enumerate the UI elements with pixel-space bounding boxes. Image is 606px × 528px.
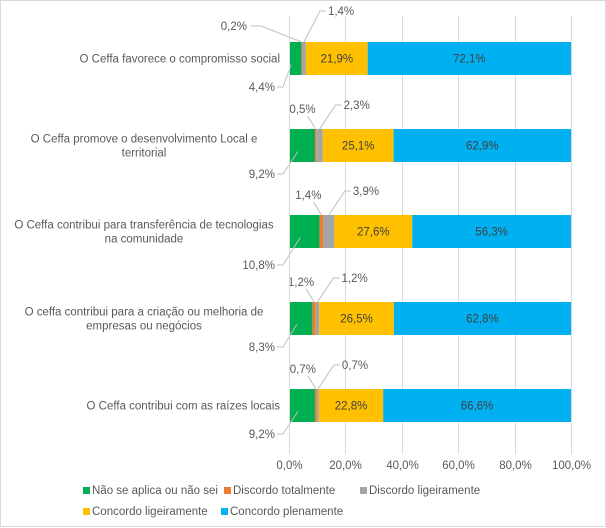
data-label: 62,8% [466, 314, 499, 326]
category-label: O Ceffa contribui com as raízes locais [87, 401, 281, 413]
leader-line [307, 115, 317, 130]
legend-swatch-concordo-ligeiramente [83, 508, 90, 515]
bar-segment [322, 129, 394, 162]
legend-item-discordo-ligeiramente: Discordo ligeiramente [359, 484, 481, 497]
bar-segment [393, 302, 571, 335]
category-label: O Ceffa contribui para transferência de … [14, 220, 274, 232]
category-label: empresas ou negócios [86, 321, 202, 333]
data-label: 56,3% [475, 227, 508, 239]
leader-line [307, 375, 317, 390]
legend-label-concordo-ligeiramente: Concordo ligeiramente [92, 505, 208, 518]
legend-row-2: Concordo ligeiramente Concordo plenament… [83, 501, 533, 522]
bar-segment [315, 302, 320, 335]
bar-segment [367, 42, 571, 75]
bar-segment [393, 129, 571, 162]
data-label: 66,6% [461, 401, 494, 413]
x-tick-label: 80,0% [499, 460, 532, 472]
bar-segment [319, 302, 394, 335]
data-label: 4,4% [249, 82, 275, 94]
bar-segment [316, 129, 323, 162]
data-label: 1,4% [328, 6, 354, 18]
leader-line [277, 411, 299, 435]
data-label: 0,7% [342, 360, 368, 372]
category-label: territorial [122, 148, 167, 160]
bar-segment [318, 389, 384, 422]
legend-item-concordo-ligeiramente: Concordo ligeiramente [83, 506, 215, 518]
category-label: O Ceffa favorece o compromisso social [80, 54, 280, 66]
bar-segment [314, 129, 317, 162]
bar-segment [301, 42, 303, 75]
data-label: 1,2% [341, 273, 367, 285]
data-label: 2,3% [344, 100, 370, 112]
data-label: 0,7% [290, 364, 316, 376]
legend-swatch-discordo-ligeiramente [359, 487, 367, 494]
legend-label-nao-se-aplica: Não se aplica ou não sei [92, 484, 218, 497]
legend-label-concordo-plenamente: Concordo plenamente [230, 505, 344, 518]
bar-segment [323, 215, 335, 248]
bar-segment [289, 42, 302, 75]
bar-segment [334, 215, 413, 248]
leader-line [319, 104, 342, 130]
leader-line [251, 25, 302, 43]
data-label: 62,9% [466, 141, 499, 153]
legend-swatch-nao-se-aplica [83, 487, 90, 494]
category-label: O ceffa contribui para a criação ou melh… [25, 307, 264, 319]
legend-label-discordo-ligeiramente: Discordo ligeiramente [368, 484, 481, 497]
legend-swatch-discordo-totalmente [223, 487, 231, 494]
leader-line [277, 151, 299, 175]
x-tick-label: 0,0% [276, 460, 302, 472]
x-tick-label: 60,0% [442, 460, 475, 472]
data-label: 9,2% [249, 169, 275, 181]
bar-segment [289, 389, 315, 422]
leader-line [313, 201, 322, 216]
leader-line [277, 324, 298, 348]
data-label: 3,9% [353, 186, 379, 198]
data-label: 8,3% [249, 342, 275, 354]
legend-label-discordo-totalmente: Discordo totalmente [232, 484, 336, 497]
category-label: O Ceffa promove o desenvolvimento Local … [31, 134, 258, 146]
legend-swatch-concordo-plenamente [221, 508, 228, 515]
legend-item-discordo-totalmente: Discordo totalmente [223, 484, 354, 497]
data-label: 72,1% [453, 54, 486, 66]
bar-segment [383, 389, 571, 422]
bar-segment [314, 389, 317, 422]
leader-line [317, 364, 340, 390]
legend-item-concordo-plenamente: Concordo plenamente [221, 506, 343, 518]
leader-line [303, 10, 326, 43]
bar-segment [289, 215, 320, 248]
bar-segment [305, 42, 368, 75]
leader-line [277, 237, 301, 266]
leader-line [328, 190, 351, 216]
category-label: na comunidade [105, 234, 184, 246]
data-label: 9,2% [249, 429, 275, 441]
data-label: 27,6% [357, 227, 390, 239]
leader-line [305, 288, 315, 303]
data-label: 10,8% [242, 260, 275, 272]
data-label: 1,4% [295, 190, 321, 202]
data-label: 1,2% [288, 277, 314, 289]
bar-segment [312, 302, 316, 335]
bar-segment [301, 42, 306, 75]
bar-segment [319, 215, 324, 248]
legend: Não se aplica ou não sei Discordo totalm… [83, 480, 533, 522]
x-tick-label: 40,0% [386, 460, 419, 472]
leader-line [277, 64, 292, 88]
data-label: 22,8% [335, 401, 368, 413]
bar-segment [412, 215, 571, 248]
bar-segment [289, 129, 315, 162]
data-label: 0,5% [289, 104, 315, 116]
data-label: 0,2% [221, 21, 247, 33]
leader-line [317, 277, 340, 303]
data-label: 26,5% [340, 314, 373, 326]
data-label: 25,1% [342, 141, 375, 153]
legend-item-nao-se-aplica: Não se aplica ou não sei [83, 485, 218, 497]
x-tick-label: 20,0% [329, 460, 362, 472]
bar-segment [316, 389, 319, 422]
x-tick-label: 100,0% [552, 460, 591, 472]
bar-segment [289, 302, 313, 335]
legend-row-1: Não se aplica ou não sei Discordo totalm… [83, 480, 533, 501]
data-label: 21,9% [320, 54, 353, 66]
